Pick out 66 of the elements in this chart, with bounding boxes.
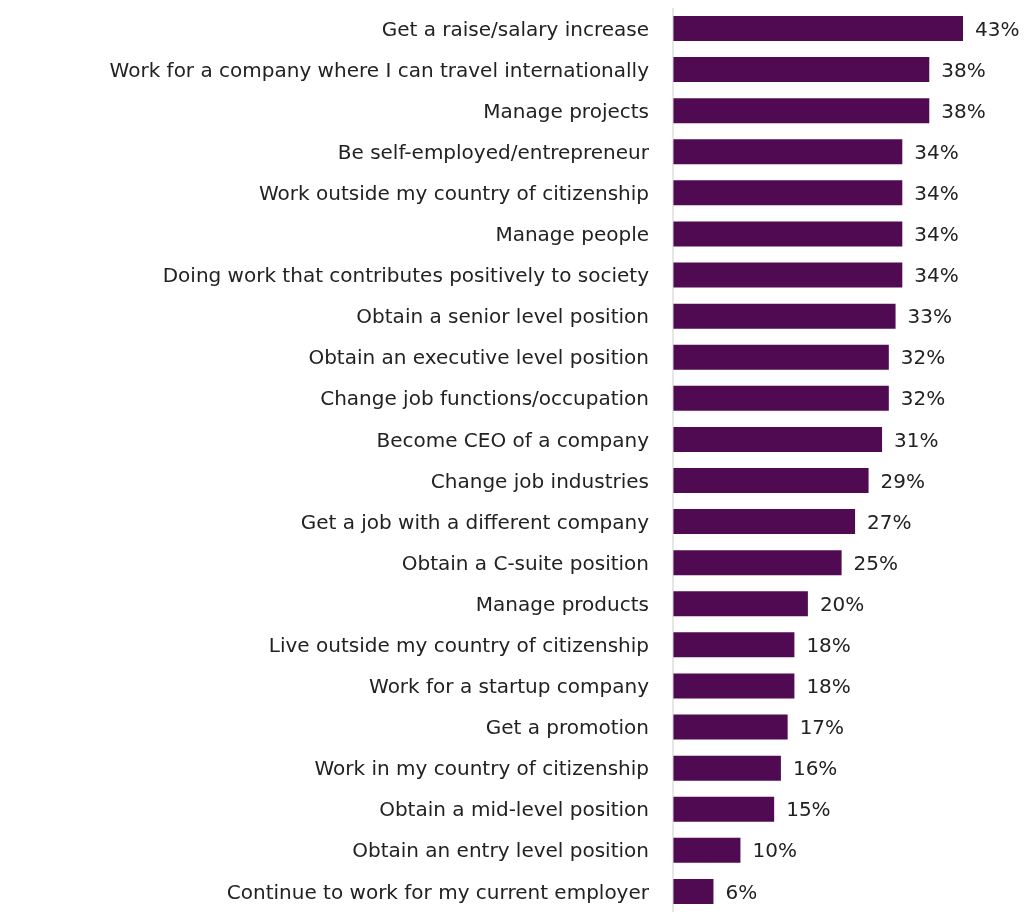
bar bbox=[673, 632, 795, 658]
y-tick-label: Manage people bbox=[495, 222, 649, 247]
data-label: 18% bbox=[806, 632, 851, 657]
bar bbox=[673, 139, 903, 165]
data-label: 6% bbox=[725, 879, 758, 904]
data-label: 34% bbox=[914, 263, 959, 288]
y-tick-label: Manage products bbox=[475, 591, 649, 616]
data-label: 34% bbox=[914, 139, 959, 164]
y-tick-label: Get a job with a different company bbox=[300, 509, 650, 534]
bar bbox=[673, 591, 808, 617]
data-label: 31% bbox=[894, 427, 939, 452]
data-label: 18% bbox=[806, 674, 851, 699]
y-tick-label: Be self-employed/entrepreneur bbox=[337, 139, 650, 164]
data-label: 32% bbox=[900, 386, 946, 411]
y-tick-label: Obtain a senior level position bbox=[356, 304, 649, 329]
y-tick-label: Get a promotion bbox=[485, 715, 649, 740]
data-label: 29% bbox=[880, 468, 926, 493]
data-label: 10% bbox=[752, 838, 797, 863]
bar bbox=[673, 426, 883, 452]
y-tick-label: Work for a startup company bbox=[369, 674, 650, 699]
bar bbox=[673, 878, 714, 904]
data-label: 20% bbox=[819, 591, 865, 616]
data-label: 32% bbox=[900, 345, 946, 370]
data-label: 17% bbox=[799, 715, 845, 740]
y-tick-label: Work in my country of citizenship bbox=[314, 756, 649, 781]
data-label: 38% bbox=[941, 57, 986, 82]
bar bbox=[673, 468, 869, 493]
data-label: 25% bbox=[853, 550, 899, 575]
y-tick-label: Work for a company where I can travel internationally bbox=[109, 57, 650, 82]
data-label: 38% bbox=[941, 98, 986, 123]
bar bbox=[673, 714, 788, 740]
bar bbox=[673, 796, 775, 822]
y-tick-label: Obtain a C-suite position bbox=[401, 550, 649, 575]
y-tick-label: Change job industries bbox=[430, 468, 649, 493]
data-label: 16% bbox=[792, 756, 838, 781]
data-label: 34% bbox=[914, 180, 959, 205]
data-label: 34% bbox=[914, 222, 959, 247]
bar bbox=[673, 550, 842, 576]
bar bbox=[673, 180, 903, 206]
data-label: 27% bbox=[867, 509, 912, 534]
bar bbox=[673, 673, 795, 699]
bar bbox=[673, 837, 741, 863]
y-tick-label: Get a raise/salary increase bbox=[381, 16, 649, 41]
y-tick-label: Become CEO of a company bbox=[376, 427, 650, 452]
bar bbox=[673, 98, 930, 124]
bar bbox=[673, 262, 903, 288]
bar bbox=[673, 303, 896, 329]
bar bbox=[673, 57, 930, 83]
y-tick-label: Live outside my country of citizenship bbox=[268, 633, 649, 658]
y-tick-label: Work outside my country of citizenship bbox=[258, 181, 649, 206]
y-tick-label: Obtain a mid-level position bbox=[379, 797, 649, 822]
data-label: 15% bbox=[786, 797, 831, 822]
y-tick-label: Continue to work for my current employer bbox=[226, 879, 650, 904]
y-tick-label: Manage projects bbox=[483, 98, 649, 123]
data-label: 43% bbox=[975, 16, 1020, 41]
bar bbox=[673, 221, 903, 247]
y-tick-label: Obtain an entry level position bbox=[352, 838, 649, 863]
data-label: 33% bbox=[907, 304, 953, 329]
bar bbox=[673, 755, 781, 781]
bar bbox=[673, 16, 963, 41]
bar bbox=[673, 509, 856, 535]
y-tick-label: Change job functions/occupation bbox=[320, 386, 649, 411]
y-tick-label: Doing work that contributes positively to society bbox=[162, 263, 650, 288]
bar bbox=[673, 344, 889, 370]
y-tick-label: Obtain an executive level position bbox=[308, 345, 649, 370]
bar bbox=[673, 385, 889, 411]
